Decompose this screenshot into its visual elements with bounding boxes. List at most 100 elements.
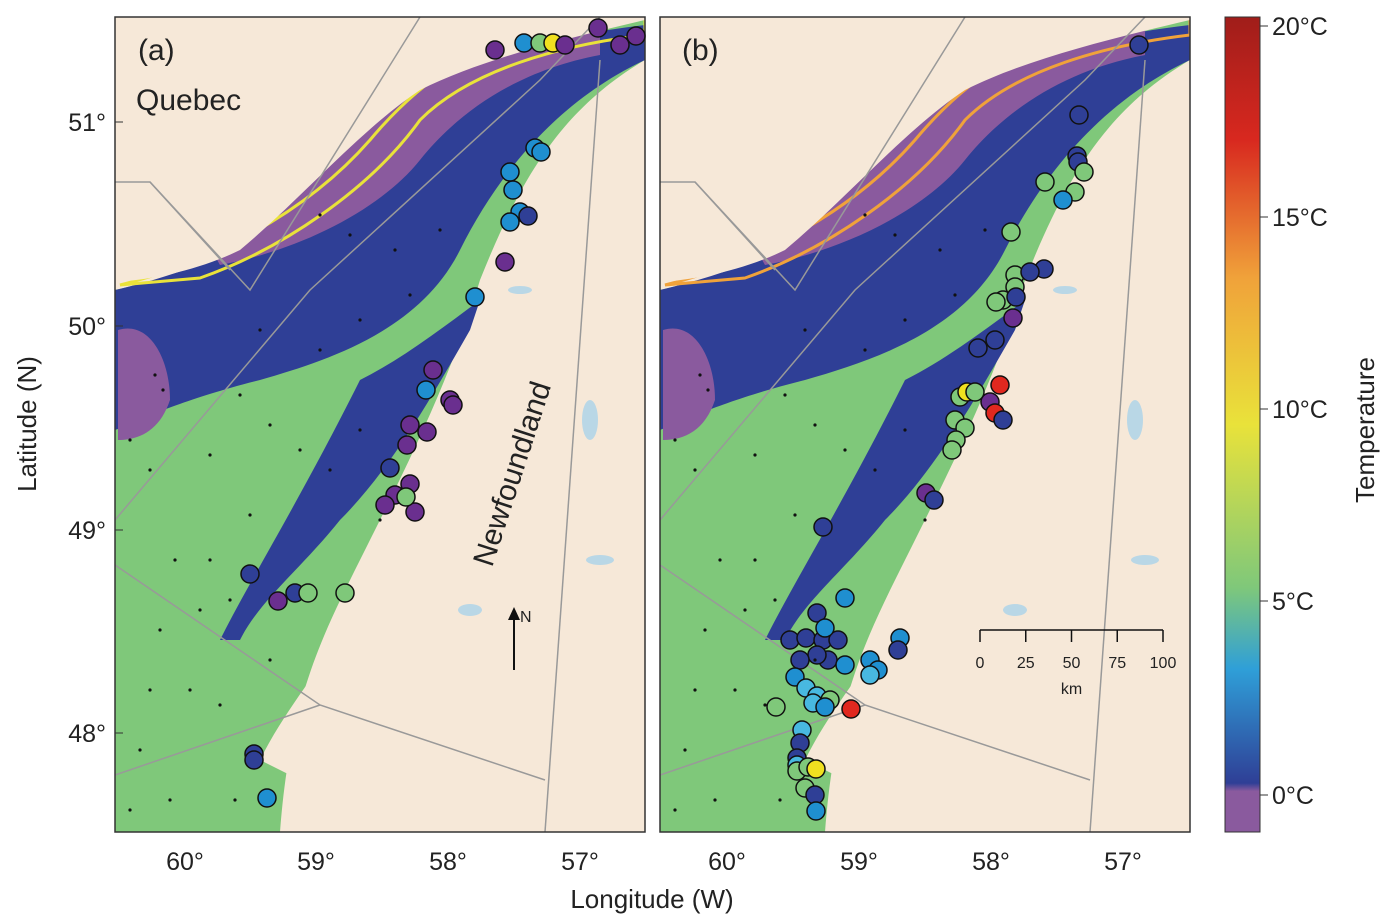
station-marker — [1020, 262, 1040, 282]
station-marker — [1129, 35, 1149, 55]
station-marker — [626, 26, 646, 46]
panel-a-cold-tongue — [220, 300, 480, 640]
station-marker — [924, 490, 944, 510]
sample-dot — [168, 798, 172, 802]
panel-b — [660, 17, 1190, 832]
station-marker — [986, 292, 1006, 312]
panel-a-basin — [118, 328, 170, 440]
y-tick-label: 51° — [68, 109, 106, 137]
station-marker — [806, 759, 826, 779]
colorbar-title: Temperature — [1350, 357, 1380, 503]
sample-dot — [128, 808, 132, 812]
sample-dot — [188, 688, 192, 692]
station-marker — [813, 517, 833, 537]
sample-dot — [863, 213, 867, 217]
sample-dot — [893, 233, 897, 237]
sample-dot — [318, 213, 322, 217]
x-tick-label: 57° — [1104, 848, 1142, 876]
station-marker — [495, 252, 515, 272]
x-tick-label: 60° — [708, 848, 746, 876]
y-ticks — [115, 121, 123, 734]
station-marker — [841, 699, 861, 719]
scale-tick-label: 75 — [1108, 655, 1126, 672]
sample-dot — [873, 468, 877, 472]
station-marker — [465, 287, 485, 307]
sample-dot — [703, 628, 707, 632]
sample-dot — [238, 393, 242, 397]
sample-dot — [208, 453, 212, 457]
station-marker — [1003, 308, 1023, 328]
station-marker — [990, 375, 1010, 395]
sample-dot — [228, 598, 232, 602]
sample-dot — [778, 798, 782, 802]
sample-dot — [158, 628, 162, 632]
sample-dot — [268, 658, 272, 662]
colorbar-tick-label: 15°C — [1272, 204, 1328, 232]
y-tick-label: 50° — [68, 313, 106, 341]
panel-a-frame — [114, 16, 646, 833]
station-marker — [503, 180, 523, 200]
sample-dot — [233, 798, 237, 802]
north-arrow-label: N — [520, 609, 532, 626]
station-marker — [790, 650, 810, 670]
station-marker — [780, 630, 800, 650]
sample-dot — [208, 558, 212, 562]
panel-a-warm-coast — [119, 17, 645, 287]
sample-dot — [258, 328, 262, 332]
sample-dot — [673, 808, 677, 812]
sample-dot — [173, 558, 177, 562]
panel-a-quebec — [115, 17, 645, 282]
station-marker — [240, 564, 260, 584]
y-axis-title: Latitude (N) — [12, 356, 42, 492]
panel-a-label: (a) — [138, 34, 175, 67]
station-marker — [443, 395, 463, 415]
x-tick-label: 60° — [166, 848, 204, 876]
station-marker — [807, 603, 827, 623]
sample-dot — [903, 318, 907, 322]
sample-dot — [813, 658, 817, 662]
station-marker — [518, 206, 538, 226]
sample-dot — [138, 748, 142, 752]
sample-dot — [128, 438, 132, 442]
panel-b-basin — [663, 328, 715, 440]
station-marker — [396, 487, 416, 507]
station-marker — [268, 591, 288, 611]
scale-unit-label: km — [1061, 681, 1082, 698]
sample-dot — [683, 748, 687, 752]
sample-dot — [248, 513, 252, 517]
sample-dot — [318, 348, 322, 352]
sample-dot — [198, 608, 202, 612]
sample-dot — [298, 448, 302, 452]
sample-dot — [983, 228, 987, 232]
sample-dot — [218, 703, 222, 707]
sample-dot — [358, 318, 362, 322]
sample-dot — [938, 248, 942, 252]
station-marker — [298, 583, 318, 603]
scale-tick-label: 25 — [1017, 655, 1035, 672]
colorbar-tick-label: 20°C — [1272, 13, 1328, 41]
station-marker — [942, 440, 962, 460]
sample-dot — [743, 608, 747, 612]
station-marker — [531, 142, 551, 162]
x-axis-title: Longitude (W) — [570, 884, 733, 914]
quebec-label: Quebec — [136, 84, 241, 117]
station-marker — [1006, 287, 1026, 307]
colorbar-ticks — [1260, 25, 1268, 796]
station-marker — [993, 410, 1013, 430]
station-marker — [380, 458, 400, 478]
station-marker — [815, 697, 835, 717]
panel-a-lakes — [458, 286, 614, 616]
y-tick-label: 48° — [68, 720, 106, 748]
station-marker — [485, 40, 505, 60]
station-marker — [1035, 172, 1055, 192]
sample-dot — [923, 518, 927, 522]
north-arrow-icon — [508, 607, 520, 670]
station-marker — [985, 330, 1005, 350]
station-marker — [860, 665, 880, 685]
station-marker — [397, 435, 417, 455]
sample-dot — [348, 233, 352, 237]
sample-dot — [358, 428, 362, 432]
station-marker — [766, 697, 786, 717]
sample-dot — [733, 688, 737, 692]
